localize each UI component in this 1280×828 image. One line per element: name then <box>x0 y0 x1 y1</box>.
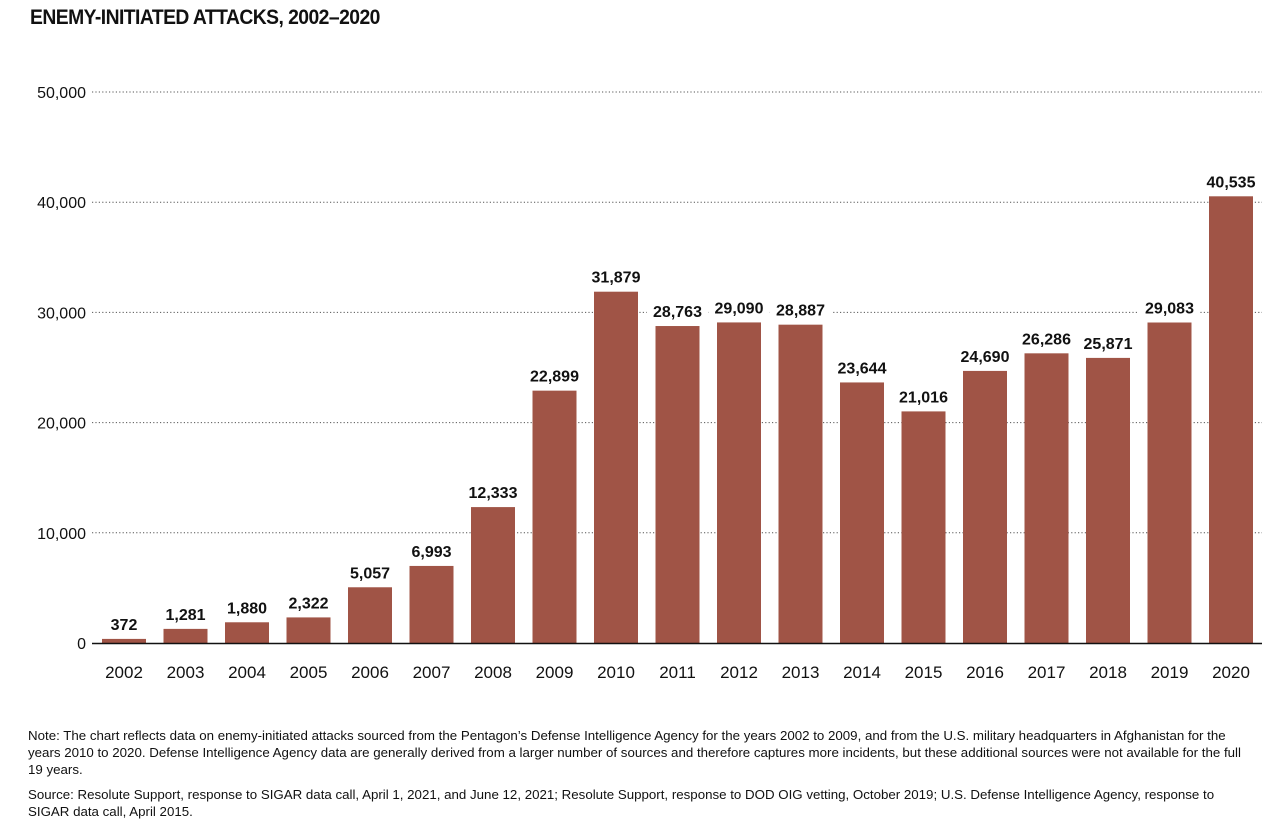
x-tick-label: 2011 <box>659 663 696 682</box>
data-label-background <box>462 482 524 502</box>
bar-2005 <box>286 617 331 643</box>
data-label: 21,016 <box>899 389 948 406</box>
bar-2012 <box>717 322 761 643</box>
y-tick-label: 50,000 <box>37 85 86 102</box>
data-label: 6,993 <box>411 544 451 561</box>
bar-2006 <box>348 587 392 643</box>
data-label-background <box>159 603 212 623</box>
data-label: 28,887 <box>776 303 825 320</box>
data-label-background <box>523 365 586 385</box>
data-label: 28,763 <box>653 304 702 321</box>
data-label-background <box>1138 297 1201 317</box>
x-tick-label: 2003 <box>167 663 205 682</box>
data-label: 29,090 <box>715 300 764 317</box>
x-tick-label: 2005 <box>290 663 328 682</box>
x-tick-label: 2007 <box>413 663 451 682</box>
note-text: Note: The chart reflects data on enemy-i… <box>28 728 1241 777</box>
data-label: 29,083 <box>1145 301 1194 318</box>
bar-2011 <box>655 326 700 643</box>
chart-title: ENEMY-INITIATED ATTACKS, 2002–2020 <box>30 6 380 29</box>
data-label-background <box>405 540 458 560</box>
x-tick-label: 2004 <box>228 663 266 682</box>
bar-2014 <box>840 382 884 643</box>
y-tick-label: 30,000 <box>37 305 86 322</box>
data-label-background <box>769 299 832 319</box>
x-tick-label: 2008 <box>474 663 512 682</box>
x-tick-label: 2010 <box>597 663 635 682</box>
data-label: 23,644 <box>838 360 887 377</box>
bar-2008 <box>471 507 515 643</box>
x-tick-label: 2020 <box>1212 663 1250 682</box>
data-label: 5,057 <box>350 565 390 582</box>
bar-chart: 0 10,000 20,000 30,000 40,000 50,000 372 1,281… <box>37 85 1262 682</box>
data-label-background <box>1015 328 1078 348</box>
data-labels: 372 1,281 1,880 2,322 5,057 6,993 12,333 22,899… <box>107 171 1262 634</box>
x-axis: 2002 2003 2004 2005 2006 2007 2008 2009 2010 2011… <box>92 642 1262 682</box>
bar-2018 <box>1086 357 1130 643</box>
data-label: 372 <box>111 617 138 634</box>
y-tick-label: 20,000 <box>37 416 86 433</box>
y-tick-label: 0 <box>77 636 86 653</box>
data-label: 31,879 <box>592 270 641 287</box>
data-label: 24,690 <box>961 349 1010 366</box>
bar-2013 <box>778 324 823 643</box>
data-label-background <box>831 357 893 377</box>
y-tick-label: 10,000 <box>37 526 86 543</box>
bar-2010 <box>594 291 638 643</box>
data-label-background <box>1077 332 1139 352</box>
x-tick-label: 2009 <box>536 663 574 682</box>
bar-2019 <box>1147 322 1192 643</box>
data-label-background <box>221 597 273 617</box>
x-tick-label: 2002 <box>105 663 143 682</box>
data-label-background <box>954 345 1016 365</box>
x-tick-label: 2019 <box>1151 663 1189 682</box>
data-label-background <box>344 562 396 582</box>
data-label-background <box>892 386 955 406</box>
data-label-background <box>1200 171 1262 191</box>
x-tick-label: 2012 <box>720 663 758 682</box>
bar-2016 <box>963 370 1007 643</box>
data-label-background <box>282 592 335 612</box>
x-tick-label: 2015 <box>905 663 943 682</box>
x-tick-label: 2018 <box>1089 663 1127 682</box>
data-label: 2,322 <box>288 595 328 612</box>
bar-2003 <box>163 628 208 643</box>
bar-2020 <box>1209 196 1253 643</box>
y-tick-label: 40,000 <box>37 195 86 212</box>
chart-notes: Note: The chart reflects data on enemy-i… <box>28 727 1253 828</box>
data-label: 12,333 <box>469 485 518 502</box>
bar-2009 <box>532 390 577 643</box>
bar-2017 <box>1024 353 1069 643</box>
y-axis: 0 10,000 20,000 30,000 40,000 50,000 <box>37 85 86 653</box>
x-tick-label: 2016 <box>966 663 1004 682</box>
data-label-background <box>646 301 709 321</box>
bar-2004 <box>225 622 269 643</box>
x-tick-label: 2017 <box>1028 663 1066 682</box>
x-tick-label: 2006 <box>351 663 389 682</box>
bar-2002 <box>102 638 146 643</box>
data-label-background <box>708 297 770 317</box>
bars <box>102 196 1253 643</box>
x-tick-label: 2013 <box>782 663 820 682</box>
data-label-background <box>585 266 647 286</box>
bar-2007 <box>409 565 454 643</box>
bar-2015 <box>901 411 946 643</box>
data-label: 25,871 <box>1084 336 1133 353</box>
data-label: 40,535 <box>1207 174 1256 191</box>
x-tick-label: 2014 <box>843 663 881 682</box>
source-text: Source: Resolute Support, response to SI… <box>28 787 1215 819</box>
data-label: 1,880 <box>227 600 267 617</box>
data-label: 1,281 <box>165 607 205 624</box>
data-label: 26,286 <box>1022 331 1071 348</box>
data-label: 22,899 <box>530 369 579 386</box>
data-label-background <box>107 613 141 633</box>
